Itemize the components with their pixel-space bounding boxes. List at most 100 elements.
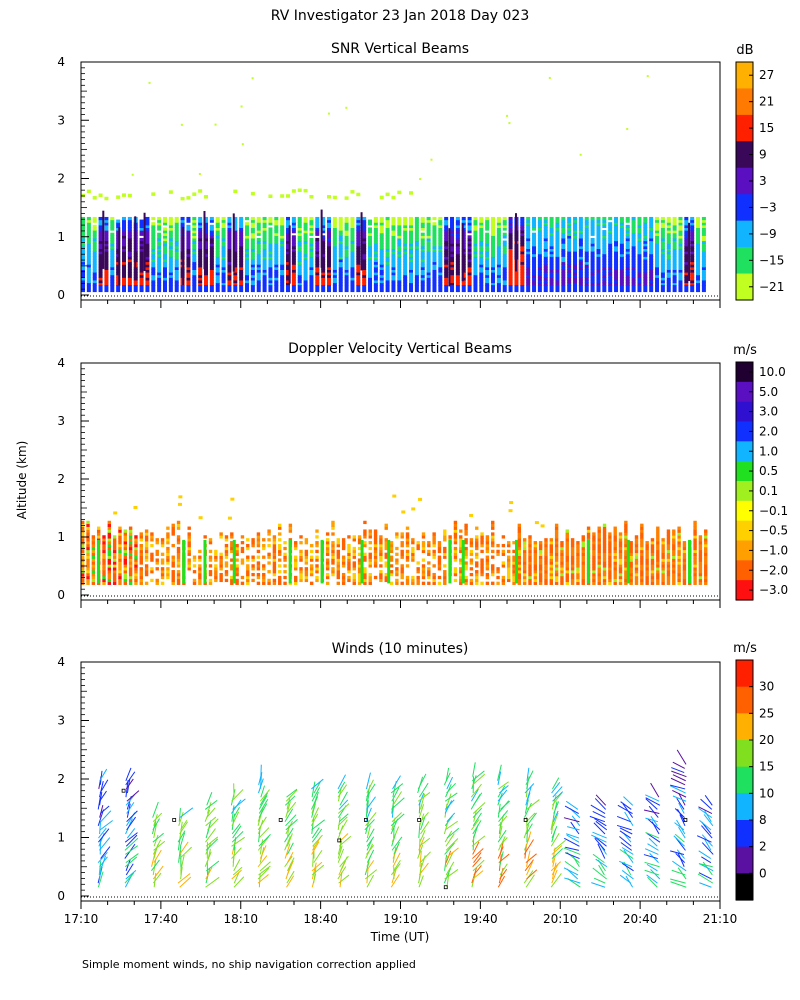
snr-floor-cell: [549, 285, 554, 293]
doppler-cell: [208, 570, 213, 574]
doppler-cell: [240, 558, 245, 562]
snr-speck: [430, 158, 433, 161]
snr-cell: [403, 224, 408, 229]
snr-cell: [215, 245, 220, 249]
doppler-cell: [432, 543, 436, 548]
doppler-cell: [139, 532, 143, 536]
snr-cell: [379, 277, 384, 281]
snr-cell: [327, 240, 332, 244]
snr-cell: [180, 219, 185, 223]
doppler-cell: [112, 552, 117, 556]
snr-cell: [98, 266, 103, 270]
doppler-cell: [411, 552, 415, 556]
doppler-cell: [214, 558, 218, 562]
snr-cell: [701, 266, 706, 270]
snr-cell: [672, 279, 677, 284]
snr-floor-cell: [684, 285, 689, 293]
snr-cell: [192, 230, 197, 234]
doppler-cell: [171, 564, 175, 568]
snr-cell: [467, 251, 472, 255]
doppler-cell: [475, 570, 479, 574]
snr-cell: [192, 279, 197, 284]
doppler-cell: [416, 567, 420, 571]
snr-cell: [233, 256, 238, 260]
snr-cell: [268, 227, 273, 231]
snr-cell: [174, 271, 179, 276]
snr-cell: [672, 230, 677, 234]
snr-cell: [596, 282, 601, 286]
snr-cell: [590, 261, 595, 265]
snr-cell: [684, 271, 689, 276]
snr-cell: [250, 253, 255, 257]
doppler-cell: [112, 535, 117, 539]
doppler-cell: [443, 546, 447, 551]
doppler-cell: [592, 546, 596, 551]
snr-cell: [614, 243, 619, 247]
snr-cell: [92, 248, 97, 252]
snr-cell: [473, 282, 478, 286]
snr-cell: [631, 279, 636, 284]
snr-cell: [678, 216, 683, 221]
snr-cell: [262, 245, 267, 249]
snr-cell: [315, 253, 320, 257]
doppler-cell: [86, 575, 90, 580]
snr-cell: [174, 269, 179, 273]
doppler-cell: [427, 543, 431, 548]
snr-cell: [350, 240, 355, 244]
doppler-cell: [554, 538, 559, 542]
snr-cell: [163, 232, 168, 236]
snr-cell: [315, 256, 320, 260]
snr-cell: [696, 222, 701, 226]
snr-cell: [438, 266, 443, 270]
doppler-cell: [480, 570, 484, 574]
snr-cell: [379, 195, 384, 200]
snr-cell: [584, 279, 589, 284]
snr-cell: [245, 282, 250, 286]
snr-cell: [438, 282, 443, 286]
snr-cell: [174, 230, 179, 234]
snr-cell: [233, 216, 238, 221]
snr-cell: [631, 256, 636, 260]
snr-cell: [409, 243, 414, 247]
doppler-cell: [480, 549, 484, 554]
snr-cell: [274, 282, 279, 286]
doppler-cell: [262, 555, 266, 559]
snr-cell: [379, 216, 384, 221]
snr-cell: [239, 232, 244, 236]
snr-cell: [555, 274, 560, 278]
snr-cell: [672, 232, 677, 236]
snr-cell: [174, 227, 179, 231]
doppler-cell: [395, 558, 399, 562]
doppler-cell: [469, 538, 474, 542]
snr-cell: [297, 227, 302, 231]
snr-cell: [537, 245, 542, 249]
y-tick-label: 3: [57, 414, 65, 428]
doppler-cell: [251, 558, 255, 562]
doppler-cell: [576, 546, 580, 551]
snr-cell: [256, 240, 261, 244]
snr-cell: [450, 269, 455, 273]
snr-cell: [344, 282, 349, 286]
snr-cell: [256, 237, 261, 242]
snr-cell: [444, 219, 449, 223]
doppler-cell: [517, 572, 522, 577]
doppler-cell: [315, 555, 319, 559]
doppler-cell: [533, 541, 538, 545]
snr-cell: [92, 216, 97, 221]
snr-cell: [444, 271, 449, 276]
snr-cell: [403, 264, 408, 268]
doppler-cell: [134, 575, 138, 580]
snr-cell: [467, 271, 472, 276]
doppler-cell: [602, 529, 607, 533]
snr-cell: [332, 269, 337, 273]
doppler-cell: [373, 575, 378, 580]
snr-cell: [321, 243, 326, 247]
snr-cell: [485, 240, 490, 244]
snr-cell: [332, 235, 337, 239]
doppler-cell: [443, 572, 447, 577]
snr-cell: [221, 256, 226, 260]
doppler-cell: [576, 575, 580, 580]
doppler-cell: [597, 558, 601, 562]
doppler-cell: [102, 561, 106, 565]
snr-cell: [537, 216, 542, 221]
